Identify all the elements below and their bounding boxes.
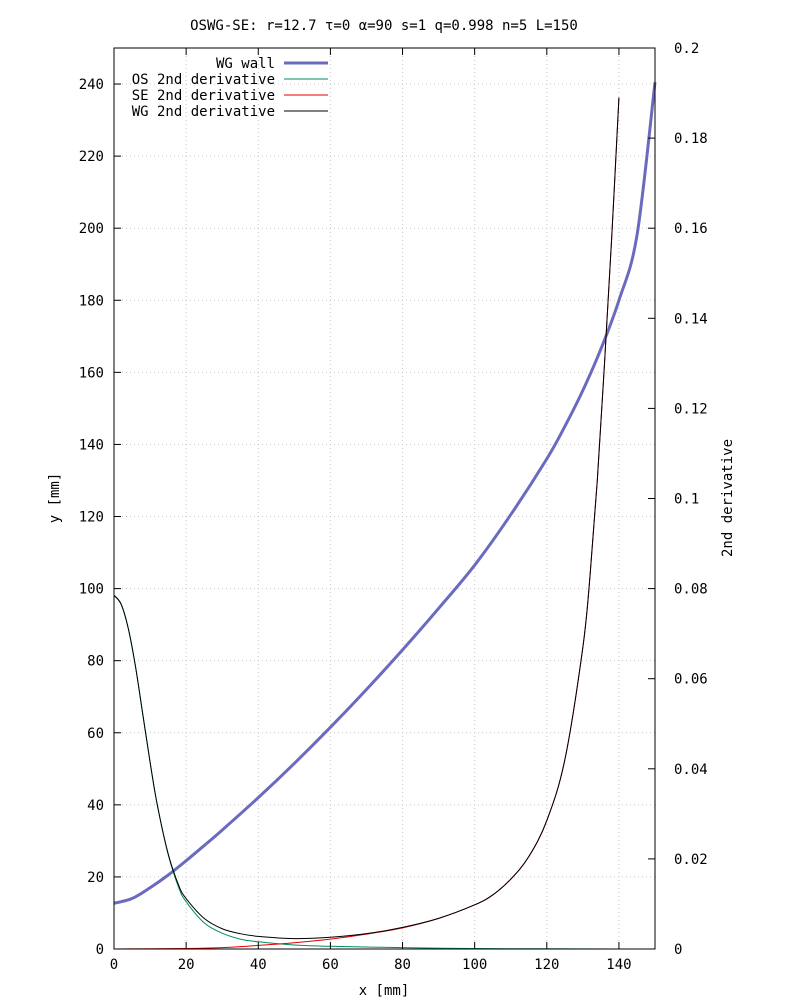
y2-tick-label: 0.2 <box>674 41 699 57</box>
y-tick-label: 240 <box>79 77 104 93</box>
legend-item-wg-wall-label: WG wall <box>216 56 275 72</box>
y-tick-label: 100 <box>79 582 104 598</box>
y2-tick-label: 0.08 <box>674 582 708 598</box>
x-tick-label: 80 <box>394 957 411 973</box>
y2-tick-label: 0.04 <box>674 762 708 778</box>
x-tick-label: 100 <box>462 957 487 973</box>
y-tick-label: 80 <box>87 654 104 670</box>
y-tick-label: 140 <box>79 437 104 453</box>
plot-frame <box>113 47 656 950</box>
y2-tick-label: 0.02 <box>674 852 708 868</box>
x-tick-label: 60 <box>322 957 339 973</box>
y2-tick-label: 0.12 <box>674 401 708 417</box>
y2-tick-label: 0 <box>674 942 682 958</box>
y-axis-tick-labels: 0 20 40 60 80 100 120 140 160 180 200 220 240 <box>79 77 104 958</box>
y2-tick-label: 0.18 <box>674 131 708 147</box>
wg-2nd-derivative-line <box>113 97 620 940</box>
y2-tick-label: 0.1 <box>674 492 699 508</box>
plot-series <box>113 82 657 950</box>
y-tick-label: 160 <box>79 365 104 381</box>
y-tick-label: 220 <box>79 149 104 165</box>
x-tick-label: 20 <box>178 957 195 973</box>
y-tick-label: 40 <box>87 798 104 814</box>
x-tick-label: 140 <box>606 957 631 973</box>
y-tick-label: 60 <box>87 726 104 742</box>
chart-title: OSWG-SE: r=12.7 τ=0 α=90 s=1 q=0.998 n=5… <box>190 18 578 34</box>
y2-tick-label: 0.06 <box>674 672 708 688</box>
x-axis-tick-labels: 0 20 40 60 80 100 120 140 <box>110 957 632 973</box>
legend-item-os-2nd-derivative-label: OS 2nd derivative <box>132 72 275 88</box>
y2-axis-label: 2nd derivative <box>720 439 736 557</box>
y2-tick-label: 0.16 <box>674 221 708 237</box>
y-tick-label: 0 <box>96 942 104 958</box>
x-tick-label: 120 <box>534 957 559 973</box>
y-tick-label: 20 <box>87 870 104 886</box>
grid-lines <box>114 48 655 949</box>
y-tick-label: 180 <box>79 293 104 309</box>
y2-axis-tick-labels: 0 0.02 0.04 0.06 0.08 0.1 0.12 0.14 0.16 0.18 0.2 <box>674 41 708 958</box>
y-axis-label: y [mm] <box>47 473 63 524</box>
legend-item-wg-2nd-derivative-label: WG 2nd derivative <box>132 104 275 120</box>
legend-item-se-2nd-derivative-label: SE 2nd derivative <box>132 88 275 104</box>
se-2nd-derivative-line <box>113 97 620 950</box>
axis-ticks <box>113 47 655 950</box>
os-2nd-derivative-line <box>113 595 619 950</box>
y-tick-label: 120 <box>79 510 104 526</box>
y-tick-label: 200 <box>79 221 104 237</box>
x-tick-label: 40 <box>250 957 267 973</box>
wg-wall-line <box>113 82 657 905</box>
x-tick-label: 0 <box>110 957 118 973</box>
x-axis-label: x [mm] <box>359 983 410 999</box>
y2-tick-label: 0.14 <box>674 311 708 327</box>
